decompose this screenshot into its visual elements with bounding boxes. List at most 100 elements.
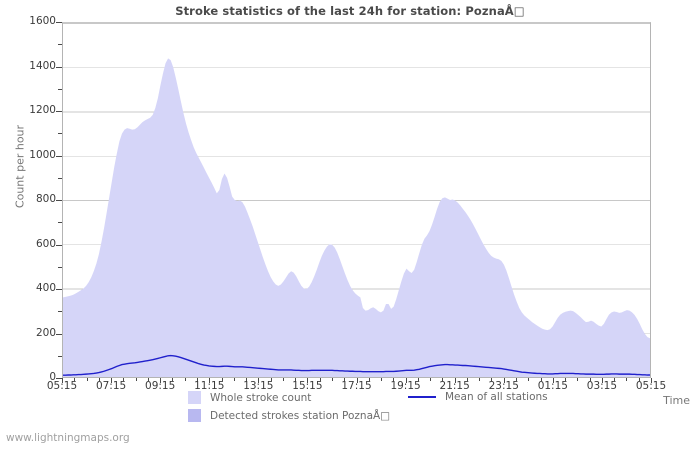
legend-item-label: Detected strokes station PoznaÅ□: [210, 409, 391, 422]
x-tick-mark-minor: [148, 378, 149, 381]
y-tick-mark-minor: [58, 133, 62, 134]
x-tick-mark-minor: [271, 378, 272, 381]
x-tick-mark-minor: [381, 378, 382, 381]
x-tick-mark: [455, 378, 456, 383]
x-tick-mark-minor: [639, 378, 640, 381]
x-tick-label: 05:15: [635, 380, 667, 392]
y-tick-mark: [56, 156, 62, 157]
x-tick-mark: [258, 378, 259, 383]
x-tick-label: 15:15: [292, 380, 323, 392]
x-tick-label: 03:15: [586, 380, 618, 392]
y-tick-label: 600: [35, 237, 56, 250]
line-series-0: [63, 356, 650, 376]
y-tick-label: 1000: [29, 148, 56, 161]
x-tick-mark-minor: [185, 378, 186, 381]
area-series-0: [63, 58, 650, 377]
legend-line-icon: [408, 396, 436, 398]
x-tick-mark: [160, 378, 161, 383]
x-tick-mark-minor: [222, 378, 223, 381]
x-tick-mark: [553, 378, 554, 383]
x-tick-mark-minor: [344, 378, 345, 381]
y-tick-mark-minor: [58, 178, 62, 179]
y-tick-mark-minor: [58, 311, 62, 312]
y-tick-mark-minor: [58, 89, 62, 90]
y-tick-mark: [56, 67, 62, 68]
y-tick-mark: [56, 334, 62, 335]
x-tick-mark-minor: [528, 378, 529, 381]
x-tick-mark-minor: [99, 378, 100, 381]
y-tick-mark-minor: [58, 222, 62, 223]
x-tick-mark-minor: [467, 378, 468, 381]
legend-item-label: Whole stroke count: [210, 391, 312, 404]
x-tick-mark-minor: [479, 378, 480, 381]
legend-item-whole-stroke-count[interactable]: Whole stroke count: [188, 391, 311, 404]
legend-swatch-icon: [188, 391, 201, 404]
watermark: www.lightningmaps.org: [6, 432, 130, 444]
x-tick-mark: [111, 378, 112, 383]
x-tick-label: 17:15: [341, 380, 372, 392]
y-tick-label: 1600: [29, 15, 56, 27]
x-tick-mark-minor: [74, 378, 75, 381]
x-tick-mark: [406, 378, 407, 383]
y-tick-mark: [56, 200, 62, 201]
x-tick-mark-minor: [541, 378, 542, 381]
x-tick-mark-minor: [246, 378, 247, 381]
x-tick-mark: [504, 378, 505, 383]
legend-item-label: Mean of all stations: [445, 391, 548, 403]
x-tick-mark: [651, 378, 652, 383]
x-tick-label: 05:15: [46, 380, 78, 392]
y-tick-label: 400: [35, 282, 56, 294]
y-tick-mark: [56, 22, 62, 23]
x-tick-label: 23:15: [488, 380, 519, 392]
plot-area: [62, 22, 651, 378]
x-tick-mark: [602, 378, 603, 383]
x-tick-label: 13:15: [243, 380, 274, 392]
plot-svg: [63, 23, 650, 377]
y-axis-tick-labels: 0 200 400 600 800 1000 1200 1400 1600: [10, 0, 56, 450]
chart-legend: Whole stroke count Detected strokes stat…: [0, 391, 700, 431]
x-tick-label: 09:15: [145, 380, 176, 392]
x-tick-mark-minor: [87, 378, 88, 381]
y-tick-mark-minor: [58, 356, 62, 357]
x-tick-mark-minor: [172, 378, 173, 381]
x-tick-mark-minor: [442, 378, 443, 381]
x-tick-mark: [307, 378, 308, 383]
chart-title: Stroke statistics of the last 24h for st…: [175, 4, 525, 18]
y-tick-label: 1200: [29, 104, 56, 116]
legend-item-detected-strokes-station[interactable]: Detected strokes station PoznaÅ□: [188, 409, 390, 422]
x-tick-mark-minor: [430, 378, 431, 381]
x-tick-label: 07:15: [95, 380, 127, 392]
y-tick-mark-minor: [58, 44, 62, 45]
y-tick-mark: [56, 378, 62, 379]
x-tick-mark-minor: [295, 378, 296, 381]
x-tick-mark-minor: [197, 378, 198, 381]
y-tick-mark-minor: [58, 267, 62, 268]
y-tick-label: 0: [49, 371, 56, 383]
x-axis-label: Time: [663, 394, 690, 407]
x-tick-mark-minor: [614, 378, 615, 381]
x-tick-mark-minor: [516, 378, 517, 381]
x-tick-mark-minor: [491, 378, 492, 381]
y-tick-label: 1400: [29, 59, 56, 72]
x-tick-mark: [209, 378, 210, 383]
x-tick-mark: [357, 378, 358, 383]
x-tick-mark-minor: [332, 378, 333, 381]
x-tick-mark-minor: [234, 378, 235, 381]
x-tick-mark-minor: [320, 378, 321, 381]
y-tick-label: 800: [35, 193, 56, 205]
y-tick-label: 200: [35, 326, 56, 339]
x-tick-mark-minor: [626, 378, 627, 381]
x-tick-mark-minor: [369, 378, 370, 381]
legend-item-mean-of-all-stations[interactable]: Mean of all stations: [408, 391, 548, 403]
x-tick-mark-minor: [565, 378, 566, 381]
x-tick-mark-minor: [136, 378, 137, 381]
y-tick-mark: [56, 111, 62, 112]
x-tick-label: 19:15: [390, 380, 421, 392]
x-tick-mark-minor: [123, 378, 124, 381]
x-tick-mark-minor: [590, 378, 591, 381]
x-tick-mark-minor: [393, 378, 394, 381]
x-tick-label: 11:15: [194, 380, 225, 392]
legend-swatch-icon: [188, 409, 201, 422]
x-tick-mark-minor: [418, 378, 419, 381]
